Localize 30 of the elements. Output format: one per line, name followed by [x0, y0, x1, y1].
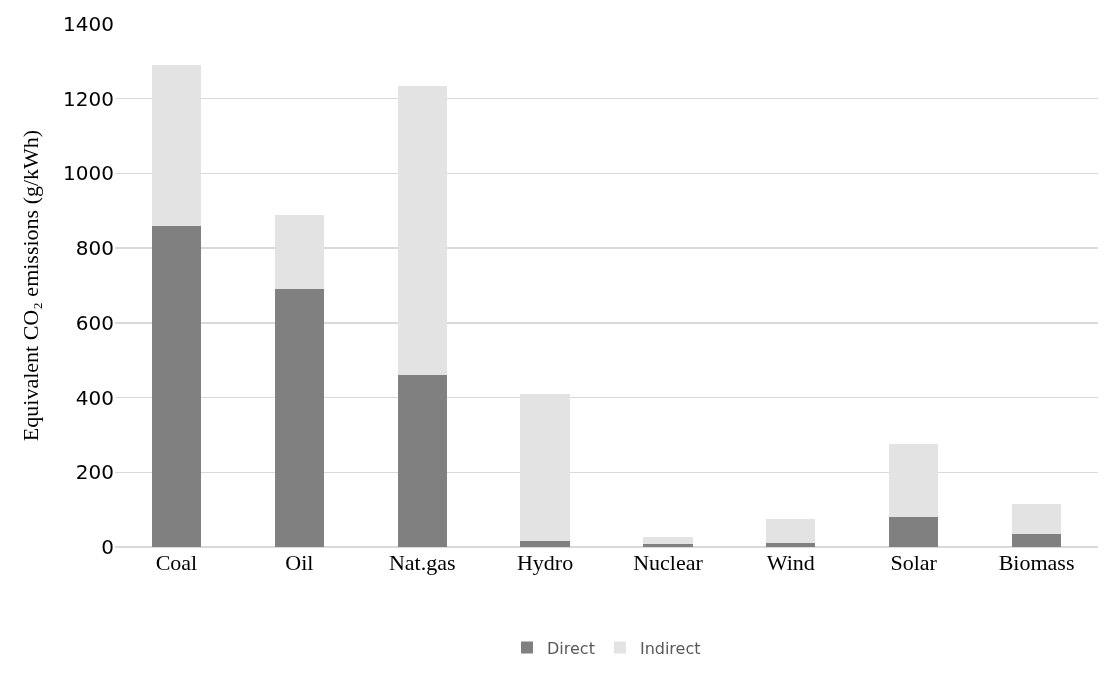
y-tick-label: 1400	[63, 12, 114, 36]
y-tick-label: 1000	[63, 161, 114, 186]
x-tick-label: Solar	[890, 550, 938, 575]
bar	[766, 518, 816, 544]
x-tick-label: Hydro	[516, 550, 574, 575]
y-tick-label: 600	[75, 310, 114, 335]
x-tick-label: Oil	[285, 550, 314, 575]
bar	[520, 541, 570, 547]
bar	[397, 375, 447, 547]
legend-label: Direct	[547, 638, 595, 658]
bar	[274, 289, 324, 547]
bar	[643, 544, 693, 547]
y-tick-label: 200	[75, 460, 114, 485]
y-tick-label: 800	[75, 236, 114, 261]
bar	[643, 536, 693, 545]
x-tick-label: Nuclear	[633, 550, 704, 575]
x-tick-label: Biomass	[998, 550, 1075, 575]
bar	[1011, 504, 1062, 534]
bar	[766, 543, 816, 547]
x-tick-label: Nat.gas	[388, 550, 456, 575]
bar	[889, 517, 939, 547]
y-tick-label: 1200	[63, 86, 114, 111]
x-tick-label: Coal	[155, 550, 198, 575]
x-tick-label: Wind	[766, 550, 815, 575]
legend-label: Indirect	[639, 638, 701, 658]
bar	[151, 225, 202, 547]
bar	[1011, 533, 1062, 547]
y-tick-label: 400	[75, 385, 114, 410]
y-tick-label: 0	[101, 535, 114, 559]
y-axis-title: Equivalent CO₂ emissions (g/kWh)	[17, 129, 43, 442]
